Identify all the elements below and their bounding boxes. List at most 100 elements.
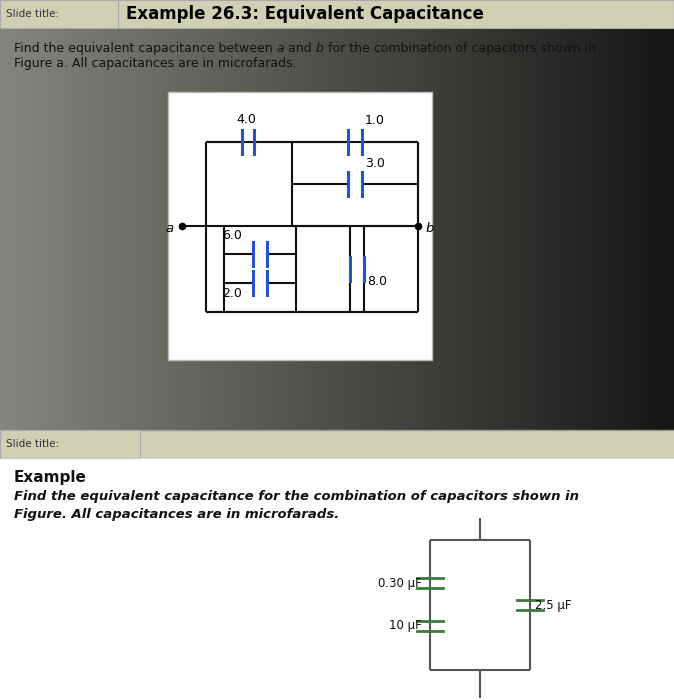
Bar	[462, 28, 466, 430]
Bar	[334, 28, 338, 430]
Bar	[522, 28, 526, 430]
Text: Find the equivalent capacitance between: Find the equivalent capacitance between	[14, 42, 276, 55]
Bar	[91, 28, 95, 430]
Bar	[67, 28, 71, 430]
Bar	[563, 28, 567, 430]
Bar	[138, 28, 142, 430]
Bar	[465, 28, 469, 430]
Bar	[20, 28, 24, 430]
Bar	[222, 28, 226, 430]
Bar	[384, 28, 388, 430]
Bar	[526, 28, 530, 430]
Bar	[3, 28, 7, 430]
Bar	[654, 28, 658, 430]
Bar	[354, 28, 358, 430]
Bar	[327, 28, 331, 430]
Bar	[657, 28, 661, 430]
Bar	[350, 28, 355, 430]
Text: Example 26.3: Equivalent Capacitance: Example 26.3: Equivalent Capacitance	[126, 5, 484, 23]
Bar	[374, 28, 378, 430]
Bar	[371, 28, 375, 430]
Bar	[330, 28, 334, 430]
Text: 2.0: 2.0	[222, 287, 242, 300]
Bar	[573, 28, 577, 430]
Bar	[168, 92, 432, 360]
Bar	[425, 28, 429, 430]
Bar	[37, 28, 41, 430]
Bar	[411, 28, 415, 430]
Bar	[640, 28, 644, 430]
Bar	[627, 28, 631, 430]
Bar	[165, 28, 169, 430]
Bar	[317, 28, 321, 430]
Bar	[179, 28, 183, 430]
Bar	[596, 28, 601, 430]
Bar	[71, 28, 75, 430]
Bar	[415, 28, 419, 430]
Bar	[583, 28, 587, 430]
Bar	[128, 28, 132, 430]
Text: and: and	[284, 42, 316, 55]
Bar	[233, 28, 237, 430]
Bar	[586, 28, 590, 430]
Bar	[458, 28, 462, 430]
Bar	[182, 28, 186, 430]
Bar	[158, 28, 162, 430]
Bar	[617, 28, 621, 430]
Bar	[78, 28, 82, 430]
Bar	[347, 28, 351, 430]
Bar	[452, 28, 456, 430]
Bar	[64, 28, 68, 430]
Bar	[7, 28, 11, 430]
Text: Slide title:: Slide title:	[6, 9, 59, 19]
Bar	[637, 28, 641, 430]
Bar	[172, 28, 176, 430]
Bar	[202, 28, 206, 430]
Bar	[283, 28, 287, 430]
Bar	[428, 28, 432, 430]
Bar	[418, 28, 422, 430]
Bar	[610, 28, 614, 430]
Bar	[54, 28, 58, 430]
Bar	[300, 28, 304, 430]
Bar	[216, 28, 220, 430]
Bar	[495, 28, 499, 430]
Bar	[266, 28, 270, 430]
Bar	[0, 430, 140, 458]
Bar	[57, 28, 61, 430]
Bar	[199, 28, 203, 430]
Bar	[502, 28, 506, 430]
Bar	[499, 28, 503, 430]
Bar	[644, 28, 648, 430]
Bar	[310, 28, 314, 430]
Bar	[293, 28, 297, 430]
Bar	[243, 28, 247, 430]
Bar	[162, 28, 166, 430]
Bar	[108, 28, 112, 430]
Bar	[404, 28, 408, 430]
Bar	[398, 28, 402, 430]
Bar	[519, 28, 523, 430]
Text: a: a	[276, 42, 284, 55]
Bar	[27, 28, 31, 430]
Bar	[388, 28, 392, 430]
Text: 0.30 μF: 0.30 μF	[378, 577, 422, 589]
Bar	[445, 28, 449, 430]
Bar	[44, 28, 48, 430]
Bar	[377, 28, 381, 430]
Bar	[485, 28, 489, 430]
Bar	[472, 28, 476, 430]
Bar	[623, 28, 627, 430]
Bar	[367, 28, 371, 430]
Bar	[98, 28, 102, 430]
Bar	[51, 28, 55, 430]
Bar	[229, 28, 233, 430]
Bar	[320, 28, 324, 430]
Bar	[438, 28, 442, 430]
Bar	[148, 28, 152, 430]
Bar	[590, 28, 594, 430]
Bar	[280, 28, 284, 430]
Text: Figure a. All capacitances are in microfarads.: Figure a. All capacitances are in microf…	[14, 57, 297, 70]
Text: 2.5 μF: 2.5 μF	[535, 598, 572, 612]
Bar	[667, 28, 671, 430]
